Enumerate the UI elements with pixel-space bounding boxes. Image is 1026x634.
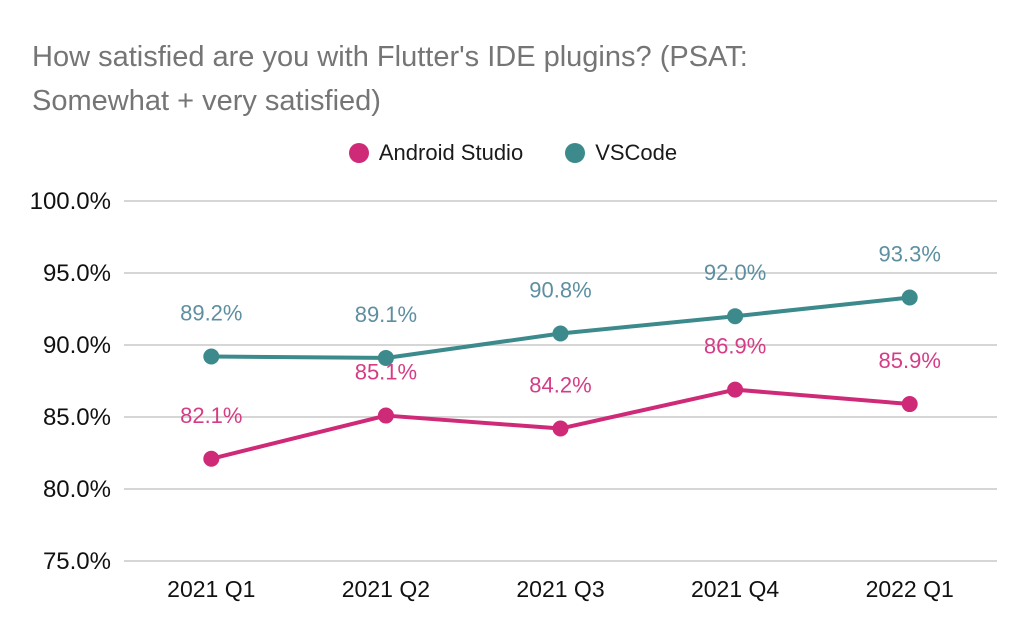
y-axis-tick-label: 75.0%: [43, 548, 111, 575]
chart-title-line1: How satisfied are you with Flutter's IDE…: [32, 41, 748, 73]
y-axis-tick-label: 95.0%: [43, 260, 111, 287]
x-axis-tick-label: 2021 Q2: [342, 576, 430, 602]
x-axis-tick-label: 2022 Q1: [866, 576, 954, 602]
y-axis-tick-label: 90.0%: [43, 332, 111, 359]
data-point-android-studio-2022-q1: [901, 396, 918, 413]
data-label-vscode-2021-q4: 92.0%: [704, 260, 766, 285]
chart-legend: Android Studio VSCode: [0, 136, 1026, 170]
data-label-android-studio-2021-q4: 86.9%: [704, 334, 766, 359]
legend-item-android-studio: Android Studio: [348, 140, 524, 166]
data-label-android-studio-2021-q3: 84.2%: [529, 373, 591, 398]
chart-title-line2: Somewhat + very satisfied): [32, 85, 381, 117]
data-point-android-studio-2021-q4: [727, 381, 744, 398]
x-axis-tick-label: 2021 Q1: [167, 576, 255, 602]
x-axis-tick-label: 2021 Q3: [516, 576, 604, 602]
data-label-android-studio-2021-q1: 82.1%: [180, 403, 242, 428]
x-axis-tick-label: 2021 Q4: [691, 576, 779, 602]
data-label-vscode-2021-q3: 90.8%: [529, 277, 591, 302]
legend-item-vscode: VSCode: [565, 140, 677, 166]
data-point-vscode-2021-q1: [203, 348, 220, 365]
data-point-vscode-2022-q1: [901, 289, 918, 306]
y-axis-tick-label: 100.0%: [30, 188, 111, 215]
data-point-vscode-2021-q4: [727, 308, 744, 325]
data-label-android-studio-2022-q1: 85.9%: [879, 348, 941, 373]
data-label-android-studio-2021-q2: 85.1%: [355, 360, 417, 385]
legend-label-android-studio: Android Studio: [378, 140, 524, 165]
data-label-vscode-2021-q2: 89.1%: [355, 302, 417, 327]
legend-marker-android-studio-icon: [348, 143, 369, 163]
data-label-vscode-2022-q1: 93.3%: [879, 241, 941, 266]
y-axis-tick-label: 85.0%: [43, 404, 111, 431]
data-point-android-studio-2021-q1: [203, 450, 220, 467]
data-point-vscode-2021-q3: [552, 325, 569, 342]
data-label-vscode-2021-q1: 89.2%: [180, 301, 242, 326]
y-axis-tick-label: 80.0%: [43, 476, 111, 503]
data-point-vscode-2021-q2: [377, 349, 394, 366]
legend-marker-vscode-icon: [565, 143, 586, 163]
data-point-android-studio-2021-q2: [377, 407, 394, 424]
legend-label-vscode: VSCode: [595, 140, 678, 165]
chart-title: How satisfied are you with Flutter's IDE…: [32, 35, 996, 123]
data-point-android-studio-2021-q3: [552, 420, 569, 437]
